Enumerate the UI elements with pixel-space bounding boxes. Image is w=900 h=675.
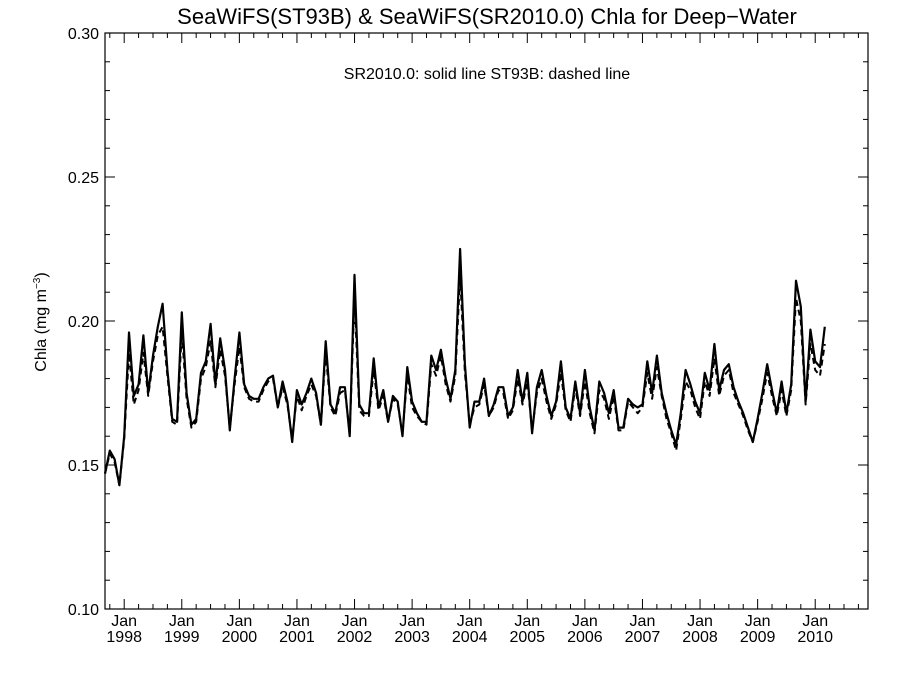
- chart-annotation: SR2010.0: solid line ST93B: dashed line: [344, 66, 631, 83]
- chart-title: SeaWiFS(ST93B) & SeaWiFS(SR2010.0) Chla …: [177, 4, 797, 29]
- x-tick-label-month: Jan: [226, 613, 252, 630]
- x-tick-label-month: Jan: [111, 613, 137, 630]
- y-tick-label: 0.30: [68, 26, 99, 43]
- x-tick-label-year: 2005: [509, 629, 545, 646]
- x-axis: Jan1998Jan1999Jan2000Jan2001Jan2002Jan20…: [106, 33, 859, 646]
- x-tick-label-month: Jan: [169, 613, 195, 630]
- x-tick-label-year: 2002: [337, 629, 373, 646]
- y-axis-label-close: ): [33, 272, 50, 277]
- x-tick-label-year: 2006: [567, 629, 603, 646]
- y-tick-label: 0.15: [68, 458, 99, 475]
- x-tick-label-month: Jan: [802, 613, 828, 630]
- x-tick-label-year: 2001: [279, 629, 315, 646]
- x-tick-label-month: Jan: [687, 613, 713, 630]
- series-line-sr2010-0: [103, 247, 826, 487]
- x-tick-label-year: 2008: [682, 629, 718, 646]
- x-tick-label-month: Jan: [514, 613, 540, 630]
- x-tick-label-year: 2003: [394, 629, 430, 646]
- x-tick-label-month: Jan: [572, 613, 598, 630]
- x-tick-label-year: 2010: [797, 629, 833, 646]
- y-axis-label: Chla (mg m−3): [32, 272, 50, 371]
- y-tick-label: 0.20: [68, 314, 99, 331]
- x-tick-label-month: Jan: [630, 613, 656, 630]
- series-group: [103, 247, 826, 487]
- x-tick-label-month: Jan: [745, 613, 771, 630]
- x-tick-label-year: 2004: [452, 629, 488, 646]
- x-tick-label-month: Jan: [284, 613, 310, 630]
- y-tick-label: 0.10: [68, 602, 99, 619]
- y-axis-label-sup: −3: [32, 277, 43, 289]
- y-axis-label-main: Chla (mg m: [33, 289, 50, 372]
- x-tick-label-year: 1999: [164, 629, 200, 646]
- y-axis: 0.10 0.15 0.20 0.25 0.30: [68, 26, 868, 619]
- x-tick-label-year: 2007: [625, 629, 661, 646]
- x-tick-label-year: 1998: [106, 629, 142, 646]
- x-tick-label-year: 2009: [740, 629, 776, 646]
- x-tick-label-month: Jan: [342, 613, 368, 630]
- x-tick-label-month: Jan: [457, 613, 483, 630]
- series-line-st93b: [104, 273, 826, 487]
- y-tick-label: 0.25: [68, 170, 99, 187]
- x-tick-label-year: 2000: [222, 629, 258, 646]
- plot-frame: [104, 32, 869, 610]
- x-tick-label-month: Jan: [399, 613, 425, 630]
